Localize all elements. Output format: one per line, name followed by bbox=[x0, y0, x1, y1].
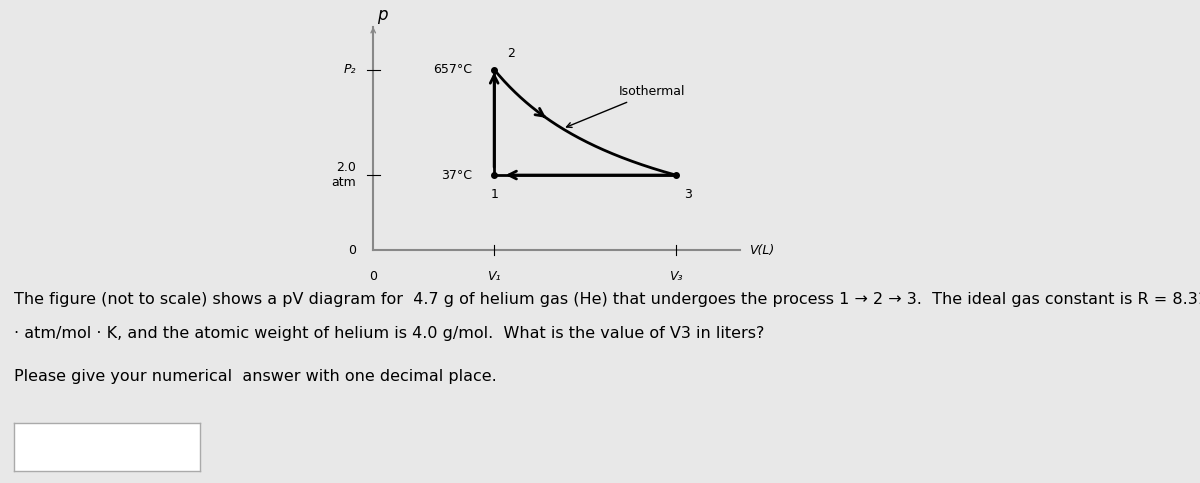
Text: P₂: P₂ bbox=[343, 63, 356, 76]
Text: p: p bbox=[377, 6, 388, 24]
Text: 2.0
atm: 2.0 atm bbox=[331, 161, 356, 189]
Text: 2: 2 bbox=[508, 46, 515, 59]
Text: Please give your numerical  answer with one decimal place.: Please give your numerical answer with o… bbox=[14, 369, 497, 384]
Text: 3: 3 bbox=[684, 187, 692, 200]
Text: V₃: V₃ bbox=[668, 270, 683, 284]
Text: 0: 0 bbox=[370, 270, 377, 284]
Text: · atm/mol · K, and the atomic weight of helium is 4.0 g/mol.  What is the value : · atm/mol · K, and the atomic weight of … bbox=[14, 326, 764, 341]
Text: 1: 1 bbox=[491, 187, 498, 200]
Text: Isothermal: Isothermal bbox=[566, 85, 685, 128]
Text: 0: 0 bbox=[348, 244, 356, 257]
Text: The figure (not to scale) shows a pV diagram for  4.7 g of helium gas (He) that : The figure (not to scale) shows a pV dia… bbox=[14, 292, 1200, 307]
Text: 657°C: 657°C bbox=[433, 63, 473, 76]
Text: 37°C: 37°C bbox=[442, 169, 473, 182]
Text: V₁: V₁ bbox=[487, 270, 500, 284]
Text: V(L): V(L) bbox=[749, 244, 774, 257]
